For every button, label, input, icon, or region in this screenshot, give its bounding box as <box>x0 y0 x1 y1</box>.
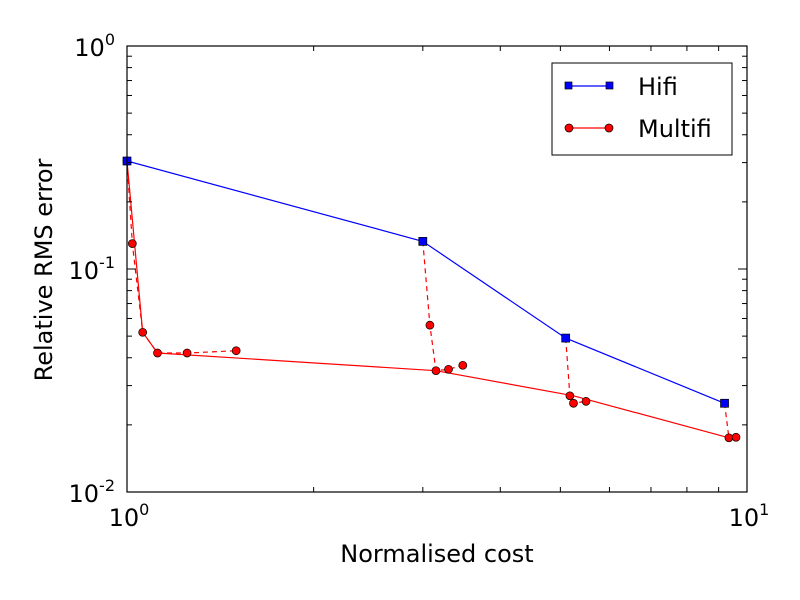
series-line-hifi <box>126 160 725 404</box>
multifi-point <box>581 396 591 406</box>
legend-label-multifi: Multifi <box>638 115 712 143</box>
y-tick-label: 10-2 <box>69 476 116 508</box>
hifi-point <box>720 398 729 408</box>
multifi-point <box>565 391 575 401</box>
y-axis-label: Relative RMS error <box>30 158 58 381</box>
dashed-branch <box>723 403 737 439</box>
dashed-branch <box>565 338 587 404</box>
legend: Hifi Multifi <box>551 62 733 156</box>
hifi-point <box>561 333 571 343</box>
multifi-point <box>569 398 578 408</box>
y-tick-label: 10-1 <box>69 253 116 285</box>
multifi-point <box>458 360 468 370</box>
multifi-point <box>182 348 192 358</box>
series-line-multifi <box>126 160 730 439</box>
legend-marker-multifi <box>564 123 574 133</box>
multifi-point <box>431 366 441 376</box>
multifi-point <box>138 327 148 337</box>
x-tick-label: 101 <box>729 500 770 532</box>
multifi-point <box>444 364 453 374</box>
y-tick-label: 100 <box>74 30 115 62</box>
dashed-branch <box>422 241 463 372</box>
multifi-point <box>231 346 241 356</box>
multifi-point <box>731 432 741 442</box>
legend-label-hifi: Hifi <box>638 73 678 101</box>
x-tick-label: 100 <box>109 500 150 532</box>
legend-marker-hifi <box>564 81 573 90</box>
multifi-point <box>153 348 162 358</box>
multifi-point <box>425 320 435 330</box>
legend-box <box>551 62 733 156</box>
hifi-point <box>418 237 428 246</box>
dashed-branch <box>126 160 237 354</box>
x-axis-label: Normalised cost <box>340 540 533 568</box>
multifi-point <box>127 239 137 248</box>
legend-marker-multifi <box>604 123 614 133</box>
legend-marker-hifi <box>605 81 614 90</box>
